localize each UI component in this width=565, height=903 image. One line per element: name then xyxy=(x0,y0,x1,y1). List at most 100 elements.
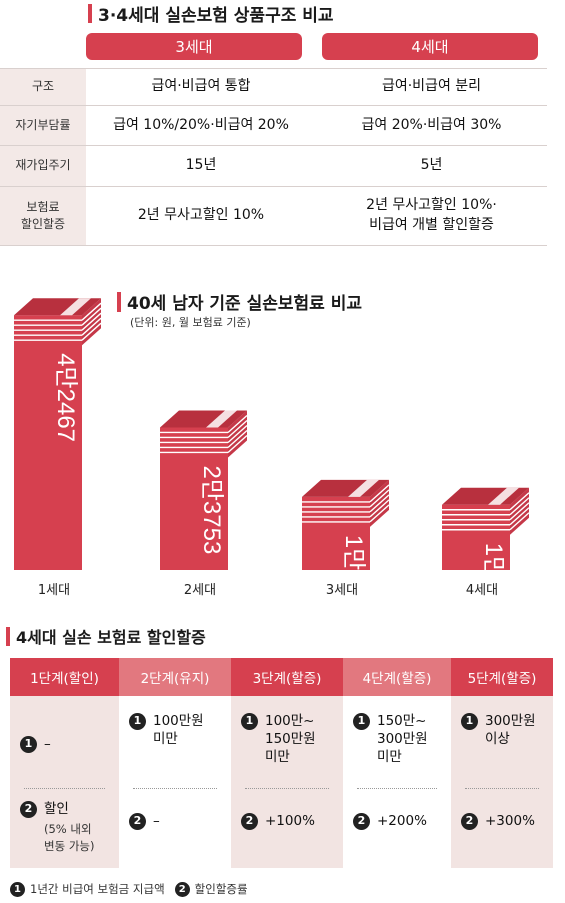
legend-two-text: 할인할증률 xyxy=(194,882,248,896)
table-row: 자기부담률 급여 10%/20%·비급여 20% 급여 20%·비급여 30% xyxy=(0,105,547,145)
row-label: 재가입주기 xyxy=(0,146,86,186)
stage-rate: 2 할인 (5% 내외 변동 가능) xyxy=(20,800,94,855)
stage-rate: 2 +200% xyxy=(353,812,427,830)
stage-rate-text: +300% xyxy=(485,813,535,829)
bar-stripe xyxy=(369,489,390,508)
bar-4 xyxy=(442,504,510,570)
stage-rate-text: – xyxy=(153,813,160,829)
bar-1 xyxy=(14,315,82,570)
category-label: 1세대 xyxy=(38,583,70,598)
stage-amount: 1– xyxy=(20,735,51,753)
row-label: 보험료 할인할증 xyxy=(0,187,86,245)
divider xyxy=(24,788,105,789)
bullet-two-icon: 2 xyxy=(174,881,190,897)
table-row: 구조 급여·비급여 통합 급여·비급여 분리 xyxy=(0,68,547,105)
category-label: 3세대 xyxy=(326,583,358,598)
bar-stripe xyxy=(369,504,390,523)
value-label: 2만3753 xyxy=(198,465,225,554)
stage-rate-box: +300% xyxy=(485,812,535,830)
value-label: 1만2184 xyxy=(340,535,367,607)
chart-title-text: 40세 남자 기준 실손보험료 비교 xyxy=(127,294,363,314)
bar-stripe xyxy=(509,512,530,531)
value-label: 4만2467 xyxy=(52,353,79,442)
bar-band xyxy=(60,298,91,316)
table-row: 재가입주기 15년 5년 xyxy=(0,145,547,186)
stage-header: 3단계(할증) xyxy=(231,658,343,696)
stage-rate: 2 +300% xyxy=(461,812,535,830)
stages-title: 4세대 실손 보험료 할인할증 xyxy=(6,624,206,648)
chart-subtitle: (단위: 원, 월 보험료 기준) xyxy=(130,316,251,329)
cell-gen3: 급여 10%/20%·비급여 20% xyxy=(113,116,289,133)
bar-stripe xyxy=(227,414,248,434)
bullet-one-icon: 1 xyxy=(129,713,146,730)
stage-rate-box: +200% xyxy=(377,812,427,830)
table-title: 3·4세대 실손보험 상품구조 비교 xyxy=(88,2,334,26)
bar-stripe xyxy=(227,419,248,439)
stage-amount: 1 300만원 이상 xyxy=(461,712,536,748)
category-label: 2세대 xyxy=(184,583,216,598)
bar-stripe xyxy=(81,322,102,341)
stage-amount-text: – xyxy=(44,736,51,752)
stage-column xyxy=(10,696,119,868)
divider xyxy=(133,788,217,789)
row-label: 구조 xyxy=(0,69,86,105)
title-accent-bar xyxy=(6,626,10,646)
bar-band xyxy=(348,479,379,497)
bar-stripe xyxy=(369,499,390,518)
bar-stripe xyxy=(81,302,102,321)
bar-2 xyxy=(160,427,228,570)
bar-stripe xyxy=(509,502,530,521)
bar-band xyxy=(488,487,519,505)
bar-stripe xyxy=(369,494,390,513)
column-header-gen4: 4세대 xyxy=(322,33,538,60)
bar-stripe xyxy=(227,434,248,454)
stage-rate: 2– xyxy=(129,812,160,830)
cell-gen4: 2년 무사고할인 10%· 비급여 개별 할인할증 xyxy=(366,197,497,233)
stage-header: 4단계(할증) xyxy=(343,658,451,696)
bullet-two-icon: 2 xyxy=(461,813,478,830)
stage-rate-box: 할인 (5% 내외 변동 가능) xyxy=(44,800,94,855)
divider xyxy=(357,788,437,789)
cell-gen3: 15년 xyxy=(185,157,217,174)
stage-amount-text: 100만~ 150만원 미만 xyxy=(265,713,316,766)
value-label: 1만877 xyxy=(480,543,507,607)
stage-amount-text: 100만원 미만 xyxy=(153,713,204,748)
stage-header: 5단계(할증) xyxy=(451,658,553,696)
cell-gen3: 급여·비급여 통합 xyxy=(151,78,251,95)
stage-rate-text: 할인 xyxy=(44,801,69,817)
cell-gen4: 급여·비급여 분리 xyxy=(381,78,482,95)
stage-amount-text: 300만원 이상 xyxy=(485,713,536,748)
bar-stripe xyxy=(509,492,530,511)
bullet-two-icon: 2 xyxy=(20,801,37,818)
bullet-one-icon: 1 xyxy=(241,713,258,730)
stage-header: 1단계(할인) xyxy=(10,658,119,696)
legend: 1 1년간 비급여 보험금 지급액 2 할인할증률 xyxy=(10,881,248,897)
column-header-gen3: 3세대 xyxy=(86,33,302,60)
bar-stripe xyxy=(369,484,390,503)
category-label: 4세대 xyxy=(466,583,498,598)
row-label: 자기부담률 xyxy=(0,106,86,145)
bar-stripe xyxy=(81,317,102,336)
title-accent-bar xyxy=(88,3,92,23)
bar-band xyxy=(206,410,237,428)
stage-header: 2단계(유지) xyxy=(119,658,231,696)
bar-stripe xyxy=(509,497,530,516)
stage-rate: 2 +100% xyxy=(241,812,315,830)
bullet-one-icon: 1 xyxy=(353,713,370,730)
title-accent-bar xyxy=(117,291,121,312)
legend-one-text: 1년간 비급여 보험금 지급액 xyxy=(30,882,165,896)
stage-rate-box: +100% xyxy=(265,812,315,830)
cell-gen3: 2년 무사고할인 10% xyxy=(137,207,265,224)
stage-amount: 1 100만~ 150만원 미만 xyxy=(241,712,316,767)
stage-rate-text: +100% xyxy=(265,813,315,829)
bullet-two-icon: 2 xyxy=(353,813,370,830)
bullet-one-icon: 1 xyxy=(10,881,25,897)
bar-stripe xyxy=(227,424,248,444)
divider xyxy=(245,788,329,789)
cell-gen4: 5년 xyxy=(420,157,443,174)
bar-stripe xyxy=(81,312,102,331)
cell-gen4: 급여 20%·비급여 30% xyxy=(361,116,502,133)
bullet-one-icon: 1 xyxy=(20,736,37,753)
stage-rate-text: +200% xyxy=(377,813,427,829)
